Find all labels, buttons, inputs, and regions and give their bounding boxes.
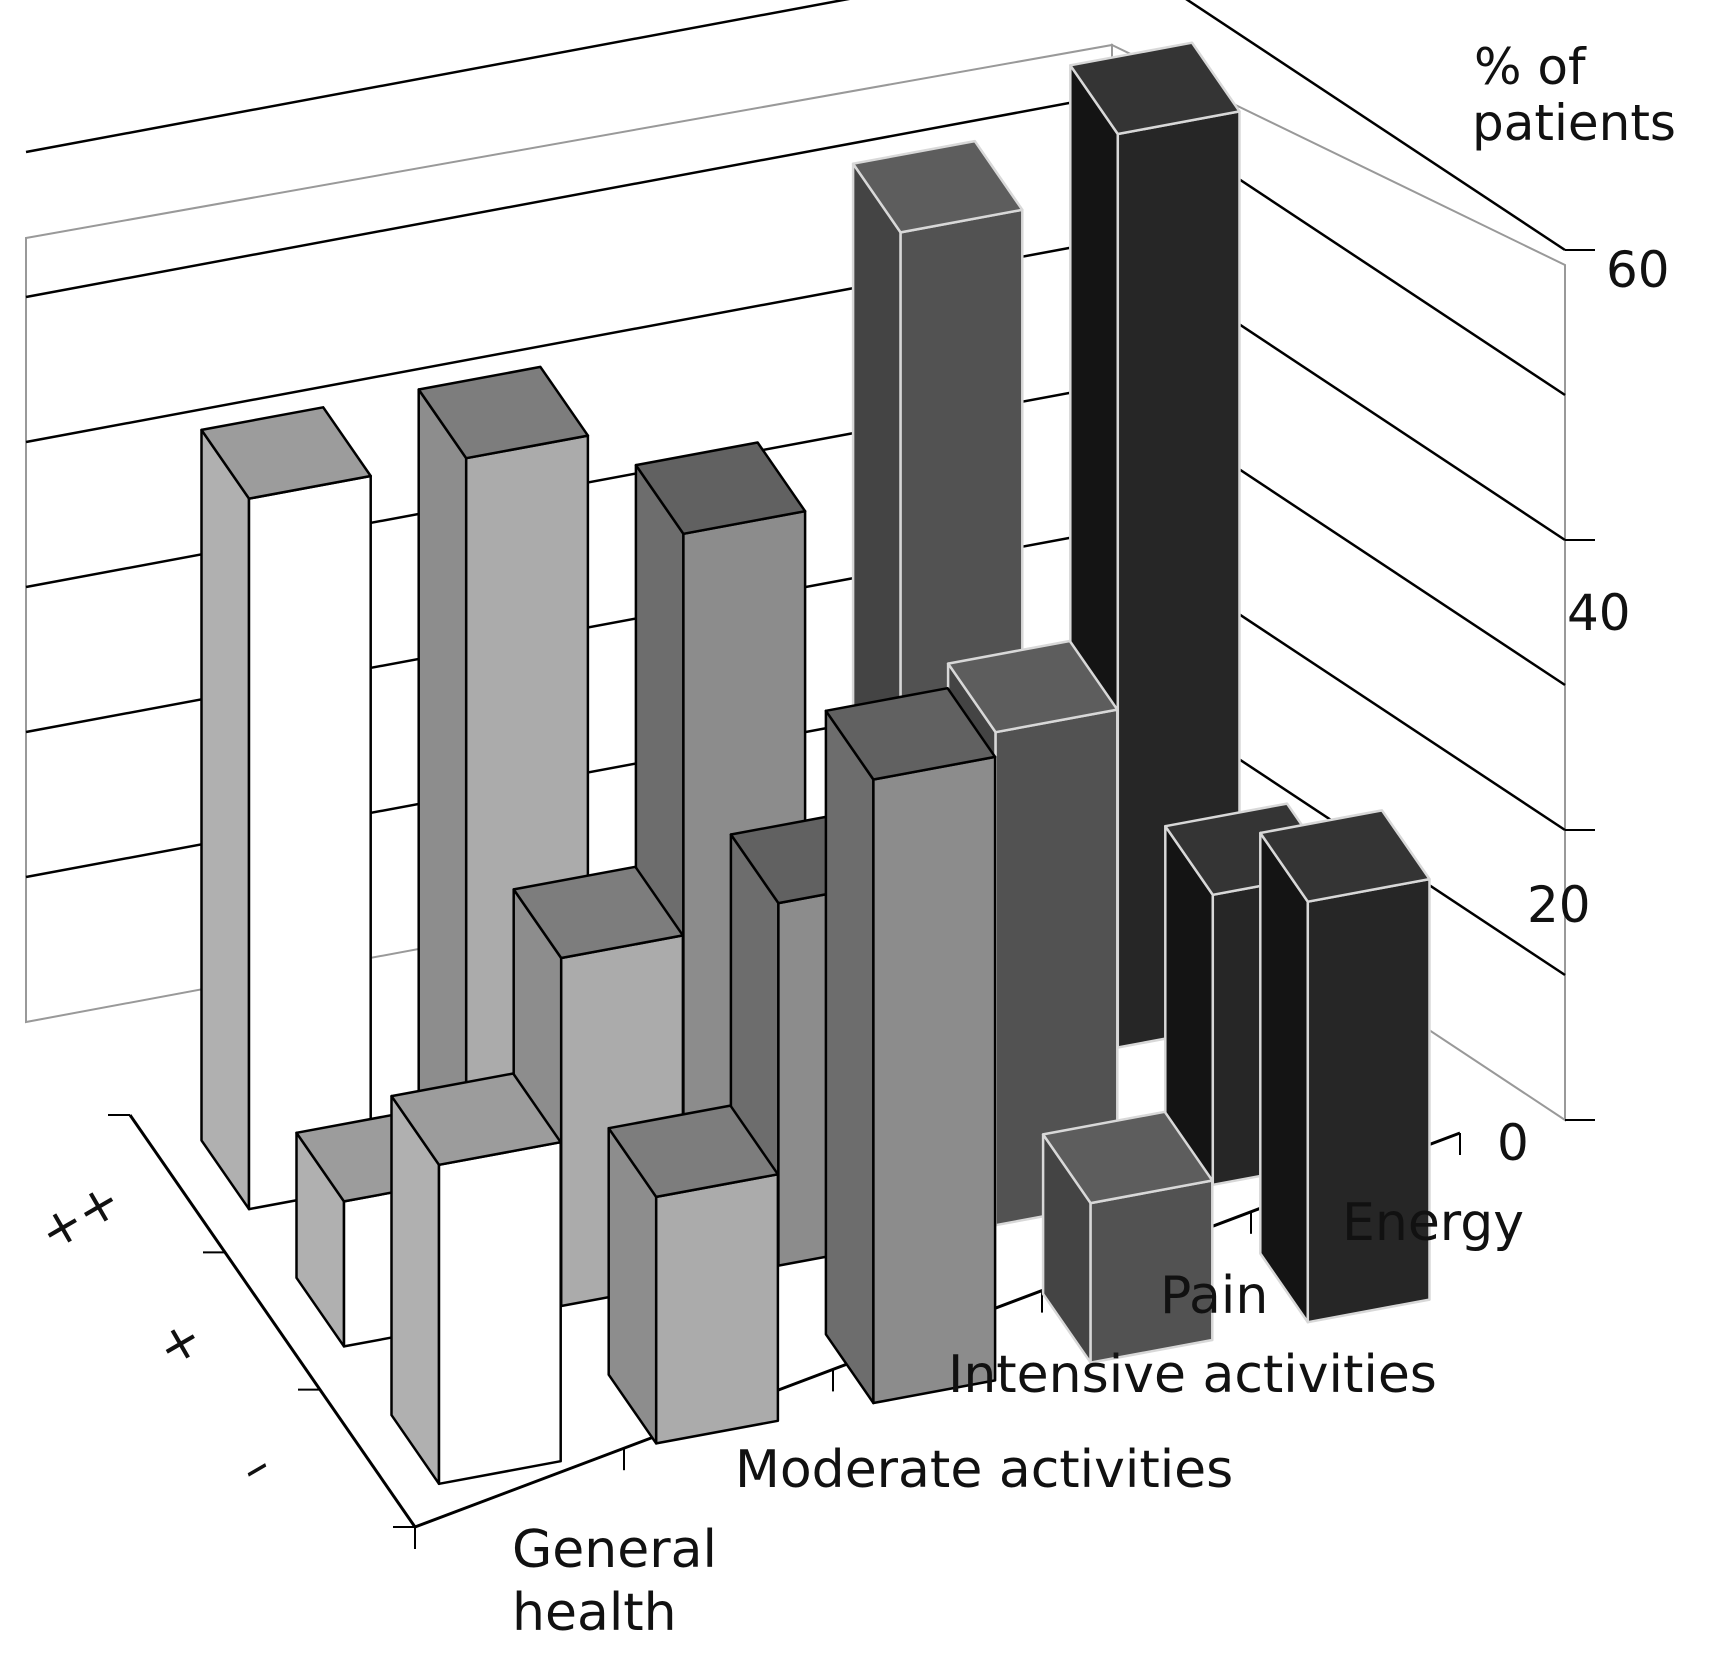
depth-label-plusplus: ++	[29, 1170, 131, 1262]
bar-top-face	[946, 639, 1119, 734]
bar-front-face	[654, 1173, 780, 1445]
category-label-general-health-line2: health	[512, 1583, 677, 1643]
bar-left-face	[824, 709, 875, 1405]
bar-front-face	[437, 1140, 562, 1486]
bar-0-2	[390, 1072, 562, 1486]
y-tick-label-0: 0	[1497, 1114, 1529, 1172]
bar-4-2	[1259, 809, 1431, 1324]
bar-top-face	[607, 1104, 780, 1199]
bar-top-face	[1259, 809, 1431, 903]
bar-top-face	[851, 139, 1024, 234]
bar-top-face	[512, 865, 685, 960]
y-axis-label-line1: % of	[1474, 38, 1587, 96]
y-tick-label-60: 60	[1606, 241, 1670, 299]
bar-4-0	[1069, 41, 1241, 1049]
bar-top-face	[824, 686, 997, 781]
bar-2-2	[824, 686, 997, 1405]
bar-front-face	[247, 474, 372, 1211]
bar-top-face	[390, 1072, 562, 1167]
depth-label-minus: –	[230, 1436, 281, 1499]
category-labels: General health Moderate activities Inten…	[512, 1193, 1524, 1643]
bar-top-face	[634, 441, 807, 536]
category-label-intensive-activities: Intensive activities	[948, 1345, 1437, 1405]
gridline-back	[25, 93, 1113, 299]
gridline-back	[25, 0, 851, 154]
category-label-moderate-activities: Moderate activities	[735, 1440, 1233, 1500]
depth-label-plus: +	[147, 1307, 212, 1378]
bar-0-0	[200, 406, 372, 1211]
gridline-side	[1185, 0, 1566, 252]
bar-top-face	[200, 406, 372, 500]
bar-3-2	[1041, 1110, 1214, 1364]
bar-front-face	[872, 755, 997, 1405]
y-tick-labels: 60 40 20 0	[1497, 241, 1670, 1172]
bar-front-face	[1306, 877, 1431, 1324]
y-axis-label-line2: patients	[1472, 94, 1676, 152]
bar-top-face	[1041, 1110, 1214, 1205]
y-tick-label-40: 40	[1567, 584, 1631, 642]
category-label-energy: Energy	[1342, 1193, 1524, 1253]
bar-1-2	[607, 1104, 780, 1445]
y-axis-label: % of patients	[1472, 38, 1676, 152]
y-tick-label-20: 20	[1527, 876, 1591, 934]
category-label-pain: Pain	[1160, 1266, 1268, 1326]
depth-labels: ++ + –	[29, 1170, 281, 1498]
floor-left-edge	[128, 1114, 417, 1528]
axis-ticks	[108, 249, 1595, 1549]
bar-left-face	[417, 388, 468, 1170]
bar-top-face	[1069, 41, 1241, 136]
bar-left-face	[200, 428, 251, 1211]
category-label-general-health-line1: General	[512, 1520, 717, 1580]
bar-top-face	[417, 365, 590, 460]
bars	[200, 41, 1431, 1486]
bar-left-face	[1259, 831, 1310, 1324]
